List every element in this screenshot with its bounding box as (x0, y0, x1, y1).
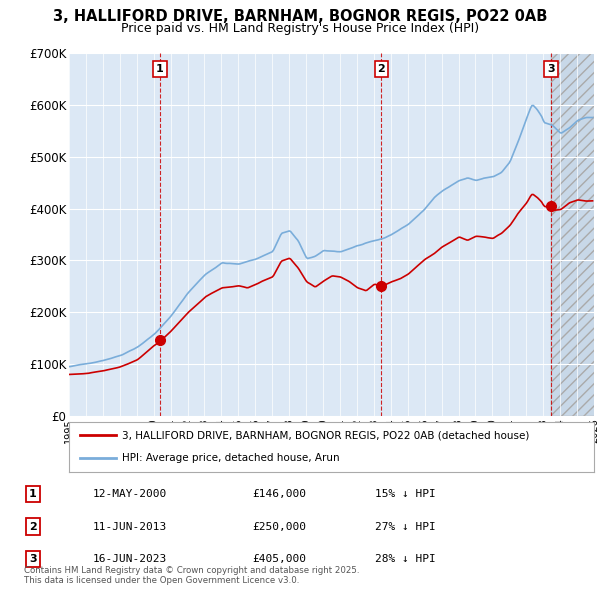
Text: £146,000: £146,000 (252, 489, 306, 499)
Text: 27% ↓ HPI: 27% ↓ HPI (375, 522, 436, 532)
Text: 3: 3 (29, 554, 37, 564)
Text: £250,000: £250,000 (252, 522, 306, 532)
Text: 1: 1 (156, 64, 164, 74)
Text: Price paid vs. HM Land Registry's House Price Index (HPI): Price paid vs. HM Land Registry's House … (121, 22, 479, 35)
Text: 12-MAY-2000: 12-MAY-2000 (93, 489, 167, 499)
Text: 3, HALLIFORD DRIVE, BARNHAM, BOGNOR REGIS, PO22 0AB (detached house): 3, HALLIFORD DRIVE, BARNHAM, BOGNOR REGI… (121, 430, 529, 440)
Bar (551, 53, 600, 416)
Text: £405,000: £405,000 (252, 554, 306, 564)
Text: 2: 2 (377, 64, 385, 74)
Bar (551, 53, 600, 416)
Text: 16-JUN-2023: 16-JUN-2023 (93, 554, 167, 564)
Text: 3, HALLIFORD DRIVE, BARNHAM, BOGNOR REGIS, PO22 0AB: 3, HALLIFORD DRIVE, BARNHAM, BOGNOR REGI… (53, 9, 547, 24)
Text: Contains HM Land Registry data © Crown copyright and database right 2025.
This d: Contains HM Land Registry data © Crown c… (24, 566, 359, 585)
Text: 11-JUN-2013: 11-JUN-2013 (93, 522, 167, 532)
Text: 3: 3 (547, 64, 555, 74)
Text: 28% ↓ HPI: 28% ↓ HPI (375, 554, 436, 564)
Text: HPI: Average price, detached house, Arun: HPI: Average price, detached house, Arun (121, 454, 339, 464)
Text: 2: 2 (29, 522, 37, 532)
Text: 1: 1 (29, 489, 37, 499)
Text: 15% ↓ HPI: 15% ↓ HPI (375, 489, 436, 499)
